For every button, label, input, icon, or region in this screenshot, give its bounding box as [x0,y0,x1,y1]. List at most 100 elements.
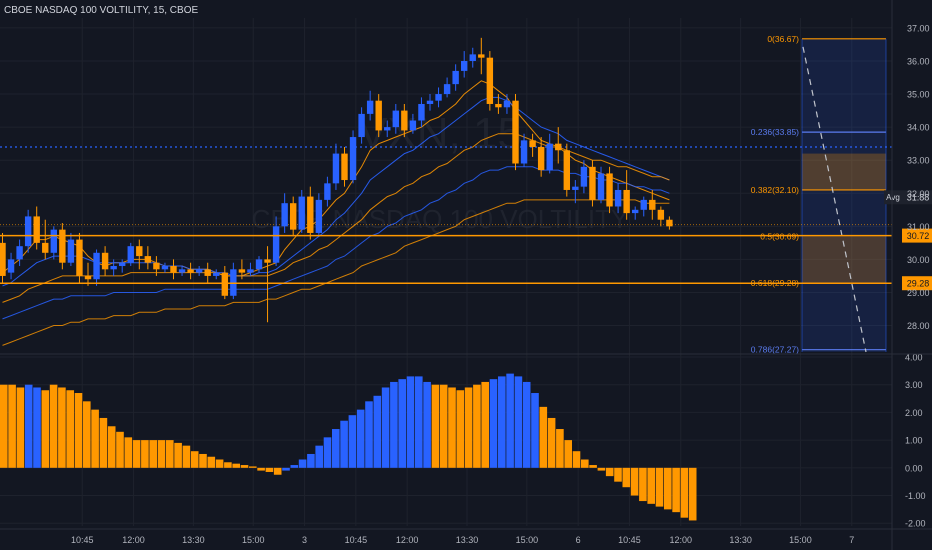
candle-body [341,153,348,181]
y-tick-label: 28.00 [907,321,930,331]
price-lines[interactable]: 30.72 29.28 Avg 31.88 [0,190,932,291]
histogram-bar [0,384,8,468]
moving-average-line [2,199,670,346]
candle-body [272,226,280,263]
avg-tag-bg [884,190,902,205]
candle-body [24,216,32,247]
candle-body [238,269,246,273]
candle-body [127,246,134,263]
osc-y-tick-label: 1.00 [905,436,923,446]
candle-body [529,140,536,147]
avg-price-tag [902,190,932,205]
candle-body [178,269,186,273]
x-tick-label: 12:00 [396,535,419,545]
candle-body [401,110,408,131]
histogram-bar [456,390,465,468]
histogram-bar [531,393,539,468]
osc-y-tick-label: -1.00 [905,491,926,501]
candle-body [349,137,357,181]
histogram-bar [16,387,25,468]
histogram-bar [572,451,581,468]
osc-y-tick-label: 3.00 [905,380,923,390]
candle-body [67,239,75,263]
candle-body [418,103,425,121]
histogram-bar [33,387,41,468]
histogram-bar [107,426,116,468]
candle-body [469,54,476,61]
histogram-bar [99,417,108,468]
candle-body [563,150,570,190]
histogram-bar [373,395,382,468]
histogram-bar [605,467,614,477]
histogram-bar [473,384,481,468]
candle-body [555,143,562,151]
histogram-bar [688,467,697,521]
histogram-bar [190,451,199,468]
histogram-bar [415,376,423,468]
histogram-bar [265,467,274,472]
watermark-name: CBOE NASDAQ 100 VOLTILITY [252,204,629,234]
histogram-bar [58,387,66,468]
candle-body [503,100,511,108]
price-line-tag [902,276,932,291]
candle-body [366,100,374,114]
histogram-bar [74,393,83,468]
histogram-bar [298,459,307,468]
moving-average-line [2,166,670,320]
candle-body [16,246,23,260]
histogram-bar [390,381,398,468]
histogram-bar [431,384,440,468]
candle-body [281,203,288,227]
fib-level-label: 0(36.67) [767,34,799,44]
candle-body [290,203,297,230]
candle-body [213,272,220,276]
fib-retracement[interactable]: 0(36.67) 0.236(33.85) 0.382(32.10) 0.5(30.6… [751,34,887,355]
candle-body [332,153,340,184]
x-tick-label: 10:45 [618,535,641,545]
candle-body [144,256,152,263]
histogram-bar [547,417,556,468]
fib-zone-blue [802,38,886,352]
fib-level-label: 0.236(33.85) [751,127,799,137]
histogram [0,373,697,521]
histogram-bar [249,466,257,468]
y-tick-label: 30.00 [907,255,930,265]
histogram-bar [315,445,323,468]
histogram-bar [672,467,680,513]
histogram-bar [539,406,548,468]
x-tick-label: 13:30 [729,535,752,545]
candle-body [666,219,673,227]
y-tick-label: 35.00 [907,90,930,100]
candle-body [375,100,382,131]
x-tick-label: 6 [576,535,581,545]
candle-body [606,173,613,207]
candle-body [435,94,442,101]
candle-body [512,100,519,164]
histogram-bar [398,379,406,468]
x-tick-label: 12:00 [122,535,145,545]
candle-body [632,209,639,214]
candle-body [597,173,605,200]
candle-body [495,103,502,108]
x-tick-label: 13:30 [182,535,205,545]
x-tick-label: 10:45 [345,535,368,545]
candle-body [572,186,579,190]
candle-body [298,196,305,230]
candle-body [136,246,143,257]
candle-body [0,242,6,276]
candle-body [110,266,117,270]
histogram-bar [564,440,572,468]
histogram-bar [448,387,456,468]
histogram-bar [157,440,166,468]
histogram-bar [199,453,207,468]
candle-body [657,209,665,220]
watermark: VXN, 15 CBOE NASDAQ 100 VOLTILITY [252,109,629,234]
histogram-bar [282,467,290,471]
histogram-bar [66,390,74,468]
histogram-bar [639,467,647,502]
histogram-bar [514,376,523,468]
symbol-title[interactable]: CBOE NASDAQ 100 VOLTILITY, 15, CBOE [4,5,199,16]
candle-body [170,266,177,273]
